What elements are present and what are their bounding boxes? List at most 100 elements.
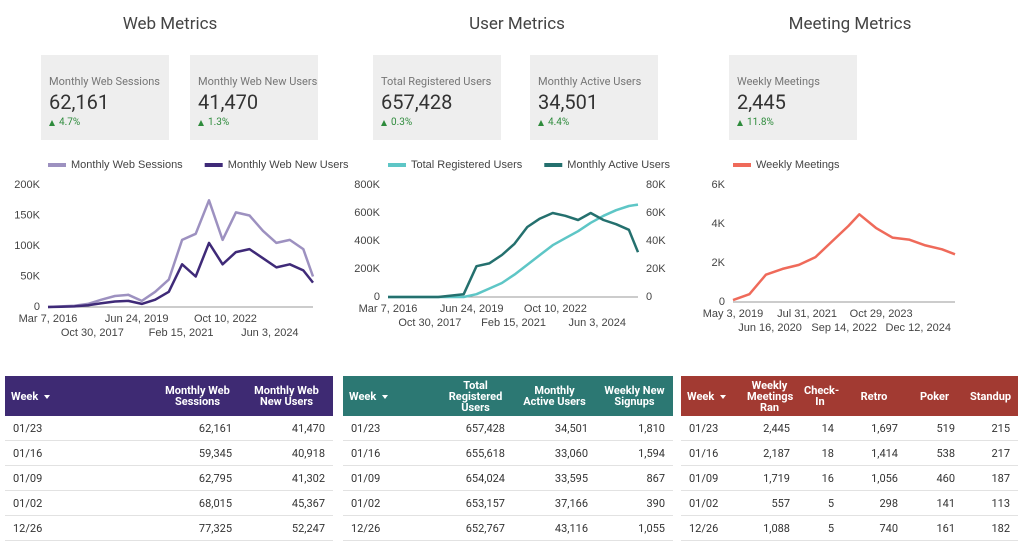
- kpi-value: 41,470: [198, 90, 259, 114]
- y2-tick-label: 60K: [646, 207, 666, 219]
- table-cell: 1,088: [741, 515, 798, 541]
- table-cell: 62,795: [155, 465, 240, 491]
- table-cell: 1,414: [842, 440, 906, 466]
- table-cell: 5: [798, 515, 842, 541]
- column-header[interactable]: Weekly Meetings Ran: [741, 376, 798, 416]
- table-row: 01/16 59,345 40,918: [5, 440, 333, 466]
- table-cell: 37,166: [513, 490, 596, 516]
- table-cell: 01/02: [343, 490, 438, 516]
- x-tick-label: Jun 3, 2024: [569, 317, 627, 329]
- table-cell: 77,325: [155, 515, 240, 541]
- header-text: Standup: [969, 389, 1012, 403]
- header-row: Week Total Registered Users Monthly Active…: [343, 376, 673, 416]
- x-tick-label: Jul 31, 2021: [777, 308, 837, 320]
- x-tick-label: Oct 30, 2017: [398, 317, 461, 329]
- y-tick-label: 100K: [14, 240, 40, 252]
- column-header[interactable]: Weekly New Signups: [596, 376, 673, 416]
- y-tick-label: 200K: [354, 263, 380, 275]
- table-row: 01/09 654,024 33,595 867: [343, 465, 673, 491]
- column-header[interactable]: Week: [343, 376, 438, 416]
- table-cell: 161: [906, 515, 963, 541]
- table-cell: 113: [963, 490, 1018, 516]
- y-tick-label: 150K: [14, 209, 40, 221]
- kpi-change-row: 1.3%: [198, 117, 318, 128]
- table-cell: 2,187: [741, 440, 798, 466]
- table-cell: 01/16: [681, 440, 741, 466]
- column-header[interactable]: Retro: [842, 376, 906, 416]
- table-body: 01/23 657,428 34,501 1,810 01/16 655,618 33,06…: [343, 416, 673, 541]
- table-cell: 557: [741, 490, 798, 516]
- table-cell: 657,428: [438, 416, 513, 441]
- table-cell: 34,501: [513, 416, 596, 441]
- kpi-value: 62,161: [49, 90, 110, 114]
- header-row: Week Weekly Meetings Ran Check-In Retro Poke…: [681, 376, 1018, 416]
- header-row: Week Monthly Web Sessions Monthly Web New …: [5, 376, 333, 416]
- sort-caret: [720, 394, 727, 399]
- kpi-card: Monthly Web New Users 41,470 1.3%: [190, 55, 318, 140]
- table-cell: 187: [963, 465, 1018, 491]
- table-cell: 460: [906, 465, 963, 491]
- table-row: 01/16 2,187 18 1,414 538 217: [681, 440, 1018, 466]
- kpi-change: 4.4%: [548, 117, 570, 128]
- y-tick-label: 2K: [712, 257, 726, 269]
- legend-label: Monthly Web Sessions: [71, 159, 183, 171]
- table-cell: 01/23: [343, 416, 438, 441]
- kpi-label: Monthly Web New Users: [198, 75, 318, 88]
- table-cell: 12/26: [5, 515, 155, 541]
- column-header[interactable]: Check-In: [798, 376, 842, 416]
- column-header[interactable]: Standup: [963, 376, 1018, 416]
- table-row: 01/02 68,015 45,367: [5, 490, 333, 516]
- header-text: Week: [349, 389, 377, 403]
- kpi-label: Weekly Meetings: [737, 75, 820, 88]
- column-header[interactable]: Total Registered Users: [438, 376, 513, 416]
- x-tick-label: Feb 15, 2021: [481, 317, 546, 329]
- column-header[interactable]: Week: [681, 376, 741, 416]
- table-cell: 62,161: [155, 416, 240, 441]
- table-cell: 215: [963, 416, 1018, 441]
- table-cell: 14: [798, 416, 842, 441]
- x-tick-label: Mar 7, 2016: [359, 303, 418, 315]
- section-title: Meeting Metrics: [788, 14, 912, 34]
- section-title: User Metrics: [469, 14, 565, 34]
- table-cell: 52,247: [240, 515, 333, 541]
- up-arrow: [49, 119, 55, 126]
- table-cell: 18: [798, 440, 842, 466]
- column-header[interactable]: Monthly Active Users: [513, 376, 596, 416]
- table-cell: 41,302: [240, 465, 333, 491]
- header-text: Check-In: [804, 384, 840, 408]
- y-tick-label: 4K: [712, 218, 726, 230]
- kpi-change-row: 0.3%: [381, 117, 501, 128]
- table-cell: 390: [596, 490, 673, 516]
- kpi-card: Total Registered Users 657,428 0.3%: [373, 55, 501, 140]
- table-row: 01/02 653,157 37,166 390: [343, 490, 673, 516]
- header-text: Weekly New Signups: [604, 384, 665, 408]
- x-tick-label: Oct 10, 2022: [194, 313, 257, 325]
- section-title: Web Metrics: [122, 14, 218, 34]
- table-body: 01/23 2,445 14 1,697 519 215 01/16 2,187 18 1,414…: [681, 416, 1018, 541]
- y-tick-label: 6K: [712, 179, 726, 191]
- column-header[interactable]: Week: [5, 376, 155, 416]
- up-arrow: [198, 119, 204, 126]
- table-cell: 740: [842, 515, 906, 541]
- x-tick-label: Jun 3, 2024: [241, 327, 299, 339]
- y-tick-label: 0: [34, 301, 40, 313]
- table-row: 01/23 62,161 41,470: [5, 416, 333, 441]
- table-cell: 01/02: [681, 490, 741, 516]
- table-cell: 43,116: [513, 515, 596, 541]
- table-cell: 01/09: [5, 465, 155, 491]
- table-body: 01/23 62,161 41,470 01/16 59,345 40,918 01/09 6…: [5, 416, 333, 541]
- up-arrow: [538, 119, 544, 126]
- kpi-change-row: 4.7%: [49, 117, 169, 128]
- table-row: 01/23 2,445 14 1,697 519 215: [681, 416, 1018, 441]
- table-cell: 01/09: [681, 465, 741, 491]
- column-header[interactable]: Monthly Web New Users: [240, 376, 333, 416]
- table-cell: 182: [963, 515, 1018, 541]
- table-cell: 655,618: [438, 440, 513, 466]
- x-tick-label: Jun 16, 2020: [738, 322, 802, 334]
- column-header[interactable]: Monthly Web Sessions: [155, 376, 240, 416]
- table-cell: 519: [906, 416, 963, 441]
- column-header[interactable]: Poker: [906, 376, 963, 416]
- header-text: Retro: [860, 389, 888, 403]
- table-cell: 538: [906, 440, 963, 466]
